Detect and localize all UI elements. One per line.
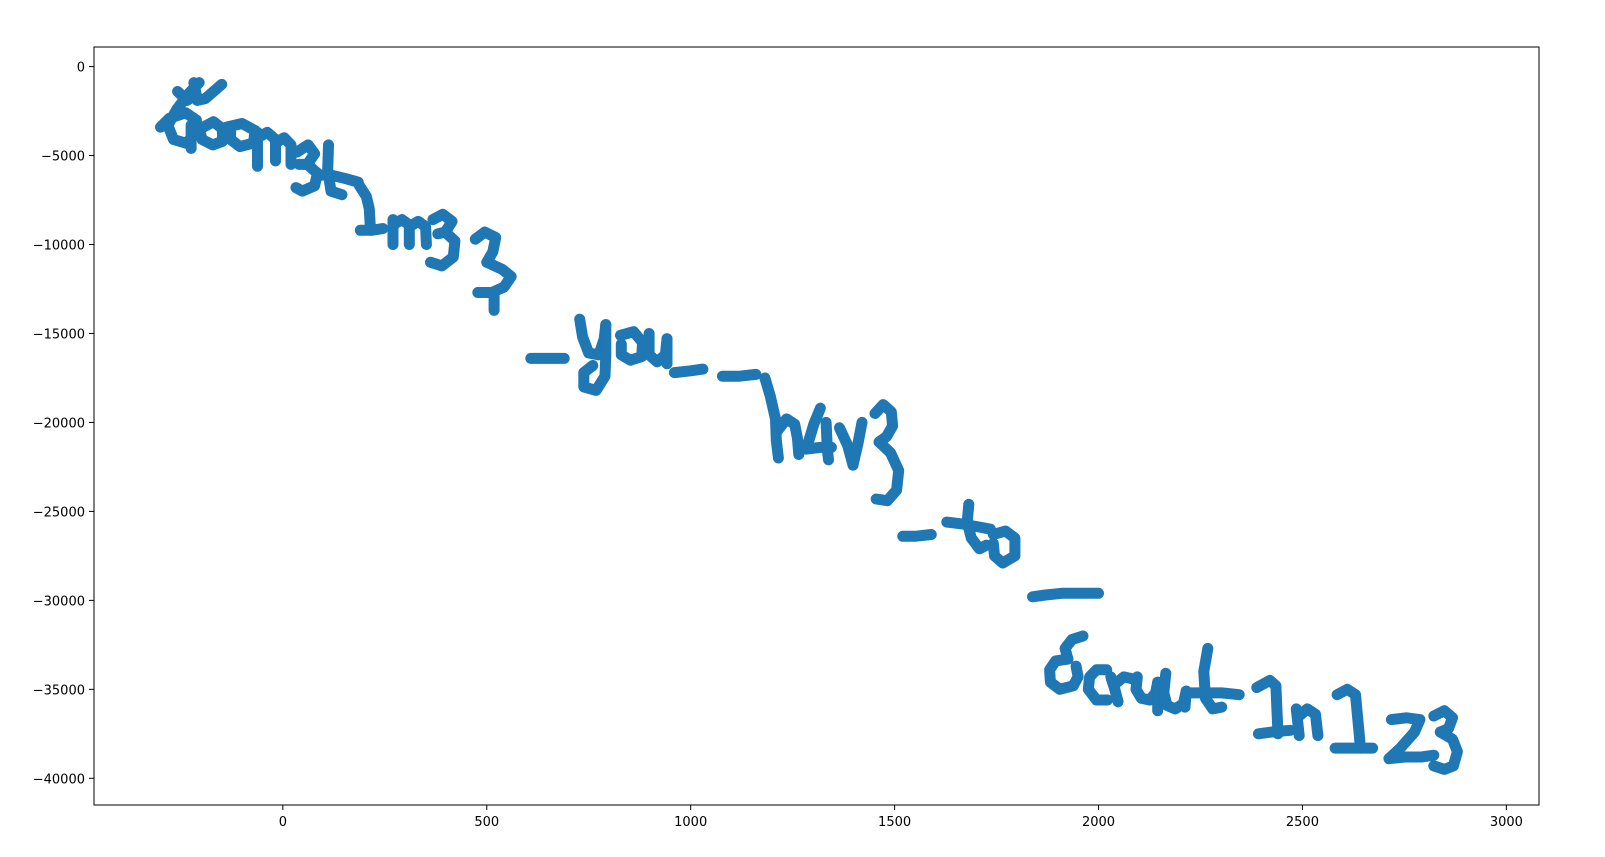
- handwriting-marks: [155, 77, 1463, 775]
- stroke-46: [1082, 664, 1113, 706]
- x-tick-label: 1000: [674, 815, 707, 830]
- stroke-21: [472, 256, 517, 298]
- x-tick-label: 0: [279, 815, 287, 830]
- stroke-2: [188, 77, 228, 106]
- stroke-38: [870, 436, 905, 507]
- stroke-30: [717, 368, 762, 382]
- stroke-48: [1109, 671, 1138, 690]
- stroke-31: [759, 372, 784, 464]
- stroke-37: [869, 399, 899, 448]
- y-tick-label: −10000: [33, 239, 85, 254]
- stroke-42: [987, 525, 1021, 569]
- stroke-45: [1044, 653, 1084, 695]
- stroke-16: [387, 214, 415, 250]
- stroke-41: [941, 516, 996, 535]
- stroke-29: [668, 363, 709, 379]
- plot-area-frame: [93, 46, 1540, 806]
- x-axis-ticks: 0 500 1000 1500 2000 2500 3000: [279, 805, 1523, 830]
- stroke-54: [1182, 687, 1245, 701]
- stroke-61: [1383, 712, 1440, 765]
- stroke-36: [847, 416, 868, 471]
- stroke-25: [578, 319, 612, 396]
- stroke-34: [820, 416, 834, 466]
- x-tick-label: 3000: [1490, 815, 1523, 830]
- stroke-59: [1331, 683, 1366, 754]
- y-tick-label: −5000: [41, 150, 85, 165]
- stroke-19: [425, 226, 461, 272]
- stroke-4: [193, 116, 228, 151]
- stroke-17: [403, 215, 432, 250]
- y-axis-ticks: 0 −5000 −10000 −15000 −20000 −25000 −30000 −350…: [33, 61, 94, 787]
- stroke-13: [354, 180, 376, 236]
- y-tick-label: −30000: [33, 594, 85, 609]
- stroke-7: [252, 126, 281, 167]
- stroke-56: [1252, 724, 1296, 740]
- stroke-8: [270, 132, 297, 170]
- y-tick-label: −40000: [33, 772, 85, 787]
- stroke-39: [897, 529, 937, 542]
- stroke-12: [313, 169, 364, 188]
- y-tick-label: −25000: [33, 505, 85, 520]
- stroke-40: [961, 498, 992, 555]
- stroke-32: [771, 413, 805, 460]
- y-tick-label: −20000: [33, 416, 85, 431]
- stroke-55: [1251, 674, 1284, 740]
- x-tick-label: 500: [474, 815, 499, 830]
- x-tick-label: 2000: [1082, 815, 1115, 830]
- stroke-10: [290, 158, 323, 197]
- x-tick-label: 1500: [878, 815, 911, 830]
- stroke-58: [1293, 703, 1324, 742]
- x-tick-label: 2500: [1286, 815, 1319, 830]
- y-tick-label: −35000: [33, 683, 85, 698]
- y-tick-label: −15000: [33, 327, 85, 342]
- stroke-14: [354, 223, 389, 236]
- stroke-26: [615, 326, 649, 366]
- stroke-43: [1027, 587, 1104, 603]
- y-tick-label: 0: [77, 61, 85, 76]
- stroke-63: [1428, 726, 1463, 775]
- stroke-20: [469, 226, 502, 268]
